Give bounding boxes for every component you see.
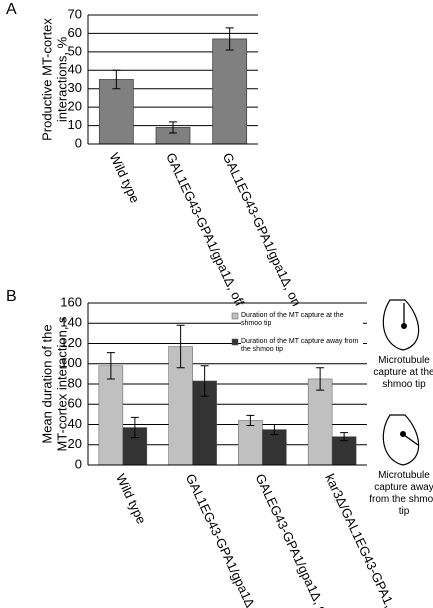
error-bar <box>169 121 177 134</box>
error-bar <box>200 365 209 397</box>
error-bar <box>316 367 325 391</box>
error-bar <box>270 424 279 436</box>
y-tick-label: 40 <box>68 416 82 431</box>
y-tick-label: 100 <box>60 355 82 370</box>
bar <box>307 378 333 466</box>
error-bar <box>106 352 115 380</box>
x-tick-label: Wild type <box>106 150 142 205</box>
error-bar <box>176 324 185 369</box>
bar <box>262 429 287 466</box>
legend-label: Duration of the MT capture at the shmoo … <box>241 312 363 328</box>
y-tick-label: 20 <box>68 436 82 451</box>
spindle-pole <box>400 431 406 437</box>
y-axis-label: Mean duration of the <box>39 324 54 443</box>
legend-swatch <box>231 312 239 320</box>
error-bar <box>246 414 255 427</box>
y-tick-label: 140 <box>60 315 82 330</box>
x-tick-label: GAL1EG43-GPA1/gpa1Δ, on <box>183 471 267 608</box>
diagram-caption: Microtubule capture away from the shmoo … <box>369 470 433 517</box>
microtubule <box>403 434 419 446</box>
bar <box>238 420 263 466</box>
legend-label: Duration of the MT capture away from the… <box>241 338 363 354</box>
y-tick-label: 0 <box>75 135 82 150</box>
y-tick-label: 160 <box>60 294 82 309</box>
y-axis-label: Productive MT-cortex <box>39 18 54 141</box>
diagram-caption: Microtubule capture at the shmoo tip <box>373 355 433 390</box>
y-tick-label: 10 <box>68 117 82 132</box>
y-tick-label: 120 <box>60 335 82 350</box>
bar <box>331 436 357 466</box>
error-bar <box>130 416 139 439</box>
spindle-pole <box>401 323 407 329</box>
y-tick-label: 30 <box>68 80 82 95</box>
y-tick-label: 40 <box>68 62 82 77</box>
bar <box>212 38 248 145</box>
y-axis-label: interactions, % <box>54 36 69 122</box>
y-tick-label: 50 <box>68 43 82 58</box>
y-tick-label: 20 <box>68 99 82 114</box>
y-tick-label: 60 <box>68 25 82 40</box>
y-axis-label: MT-cortex interaction, s <box>54 316 69 452</box>
y-tick-label: 60 <box>68 396 82 411</box>
y-tick-label: 80 <box>68 375 82 390</box>
cell-outline <box>382 299 420 351</box>
cell-outline <box>382 414 420 466</box>
legend-swatch <box>231 338 239 346</box>
bar <box>98 365 124 466</box>
error-bar <box>225 27 234 51</box>
y-tick-label: 70 <box>68 6 82 21</box>
panel-letter: A <box>6 1 17 18</box>
error-bar <box>340 432 349 442</box>
x-tick-label: Wild type <box>113 471 149 526</box>
y-tick-label: 0 <box>75 456 82 471</box>
error-bar <box>112 69 121 90</box>
x-tick-label: GALEG43-GPA1/gpa1Δ, off <box>253 471 334 608</box>
panel-letter: B <box>6 288 17 305</box>
